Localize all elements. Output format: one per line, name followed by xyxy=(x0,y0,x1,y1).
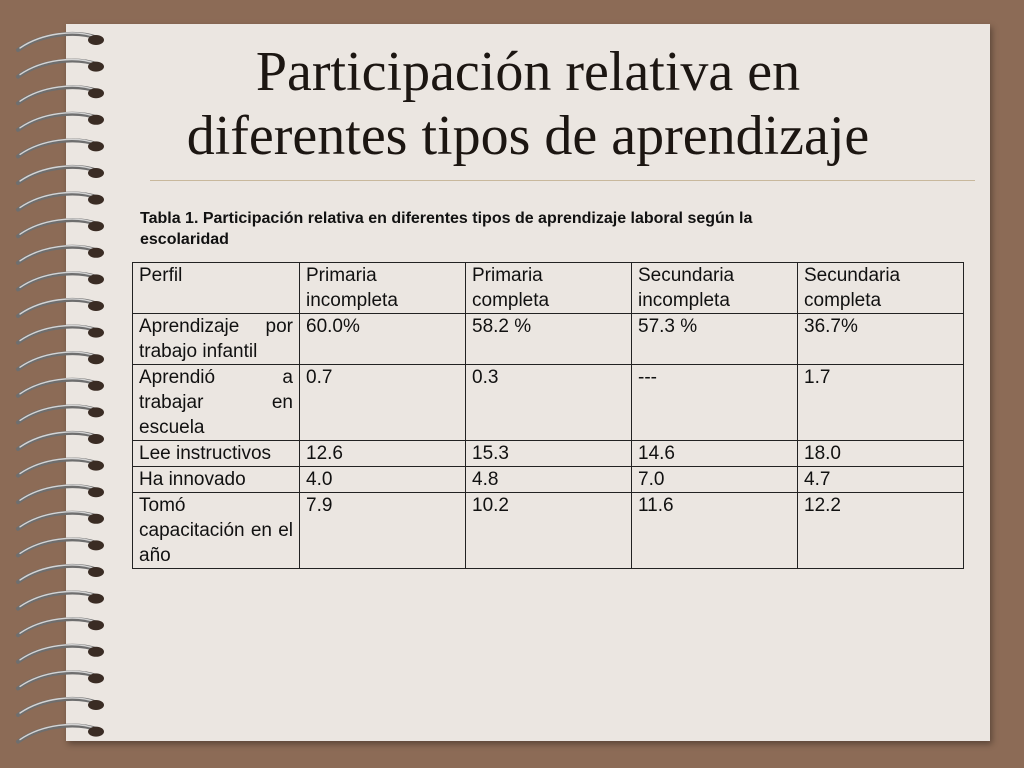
binding-hole xyxy=(88,407,104,418)
spiral-ring-highlight xyxy=(19,165,97,182)
spiral-ring-highlight xyxy=(19,378,97,395)
binding-hole xyxy=(88,194,104,205)
binding-hole xyxy=(88,327,104,338)
row-label: Ha innovado xyxy=(132,466,300,493)
slide-title: Participación relativa en diferentes tip… xyxy=(66,40,990,168)
header-cell: Primaria incompleta xyxy=(299,262,466,314)
table-cell: --- xyxy=(631,364,798,441)
spiral-ring-highlight xyxy=(19,457,97,475)
spiral-ring-highlight xyxy=(19,85,97,102)
binding-hole xyxy=(88,487,104,498)
spiral-ring-highlight xyxy=(19,112,97,129)
spiral-ring-highlight xyxy=(19,271,97,289)
spiral-ring-highlight xyxy=(19,404,97,422)
binding-hole xyxy=(88,540,104,551)
spiral-ring-highlight xyxy=(19,511,97,528)
caption-line-2: escolaridad xyxy=(140,231,229,248)
table-header-row: Perfil Primaria incompleta Primaria comp… xyxy=(132,262,964,314)
binding-hole xyxy=(88,673,104,684)
table-cell: 12.2 xyxy=(797,492,964,569)
spiral-ring-highlight xyxy=(19,245,97,262)
spiral-ring-highlight xyxy=(19,670,97,688)
binding-hole xyxy=(88,567,104,577)
table-cell: 57.3 % xyxy=(631,313,798,365)
table-cell: 14.6 xyxy=(631,440,798,467)
spiral-ring-highlight xyxy=(19,58,97,76)
table-cell: 10.2 xyxy=(465,492,632,569)
binding-hole xyxy=(88,88,104,99)
table-row: Ha innovado 4.0 4.8 7.0 4.7 xyxy=(132,466,964,493)
spiral-ring-highlight xyxy=(19,138,97,156)
binding-hole xyxy=(88,620,104,631)
spiral-ring-highlight xyxy=(19,644,97,661)
binding-hole xyxy=(88,700,104,710)
spiral-ring-highlight xyxy=(19,564,97,581)
binding-hole xyxy=(88,593,104,604)
binding-hole xyxy=(88,114,104,125)
table-cell: 4.0 xyxy=(299,466,466,493)
binding-hole xyxy=(88,274,104,285)
header-cell: Secundaria completa xyxy=(797,262,964,314)
binding-hole xyxy=(88,61,104,72)
table-row: Aprendió a trabajar en escuela 0.7 0.3 -… xyxy=(132,364,964,441)
binding-hole xyxy=(88,221,104,232)
spiral-ring-highlight xyxy=(19,324,97,342)
table-caption: Tabla 1. Participación relativa en difer… xyxy=(140,208,900,250)
spiral-ring-highlight xyxy=(19,351,97,368)
binding-hole xyxy=(88,301,104,311)
row-label: Lee instructivos xyxy=(132,440,300,467)
spiral-binding-icon xyxy=(16,32,104,744)
table-cell: 7.9 xyxy=(299,492,466,569)
binding-hole xyxy=(88,726,104,737)
spiral-ring-highlight xyxy=(19,590,97,608)
title-line-2: diferentes tipos de aprendizaje xyxy=(186,105,870,167)
spiral-ring-highlight xyxy=(19,537,97,555)
spiral-ring-highlight xyxy=(19,218,97,235)
table-cell: 7.0 xyxy=(631,466,798,493)
header-cell: Primaria completa xyxy=(465,262,632,314)
table-cell: 4.7 xyxy=(797,466,964,493)
table-cell: 1.7 xyxy=(797,364,964,441)
table-cell: 11.6 xyxy=(631,492,798,569)
spiral-ring-highlight xyxy=(19,484,97,501)
table-cell: 58.2 % xyxy=(465,313,632,365)
spiral-ring-highlight xyxy=(19,697,97,714)
binding-hole xyxy=(88,35,104,45)
binding-hole xyxy=(88,354,104,365)
caption-line-1: Tabla 1. Participación relativa en difer… xyxy=(140,210,753,227)
binding-hole xyxy=(88,247,104,258)
row-label: Aprendizaje por trabajo infantil xyxy=(132,313,300,365)
row-label: Tomó capacitación en el año xyxy=(132,492,300,569)
header-cell: Secundaria incompleta xyxy=(631,262,798,314)
title-divider xyxy=(150,180,975,181)
spiral-ring-highlight xyxy=(19,298,97,315)
binding-hole xyxy=(88,380,104,391)
spiral-ring-highlight xyxy=(19,431,97,448)
table-cell: 0.3 xyxy=(465,364,632,441)
table-row: Lee instructivos 12.6 15.3 14.6 18.0 xyxy=(132,440,964,467)
binding-hole xyxy=(88,168,104,178)
spiral-ring-highlight xyxy=(19,723,97,741)
table-row: Aprendizaje por trabajo infantil 60.0% 5… xyxy=(132,313,964,365)
binding-hole xyxy=(88,460,104,471)
spiral-ring-highlight xyxy=(19,617,97,634)
participation-table: Perfil Primaria incompleta Primaria comp… xyxy=(132,262,964,569)
table-cell: 36.7% xyxy=(797,313,964,365)
binding-hole xyxy=(88,141,104,152)
title-line-1: Participación relativa en xyxy=(255,41,801,103)
header-cell: Perfil xyxy=(132,262,300,314)
table-cell: 4.8 xyxy=(465,466,632,493)
binding-hole xyxy=(88,513,104,524)
table-cell: 18.0 xyxy=(797,440,964,467)
table-cell: 60.0% xyxy=(299,313,466,365)
spiral-ring-highlight xyxy=(19,191,97,209)
table-cell: 15.3 xyxy=(465,440,632,467)
table-cell: 12.6 xyxy=(299,440,466,467)
binding-hole xyxy=(88,646,104,657)
table-cell: 0.7 xyxy=(299,364,466,441)
row-label: Aprendió a trabajar en escuela xyxy=(132,364,300,441)
table-row: Tomó capacitación en el año 7.9 10.2 11.… xyxy=(132,492,964,569)
spiral-ring-highlight xyxy=(19,32,97,49)
binding-hole xyxy=(88,434,104,444)
